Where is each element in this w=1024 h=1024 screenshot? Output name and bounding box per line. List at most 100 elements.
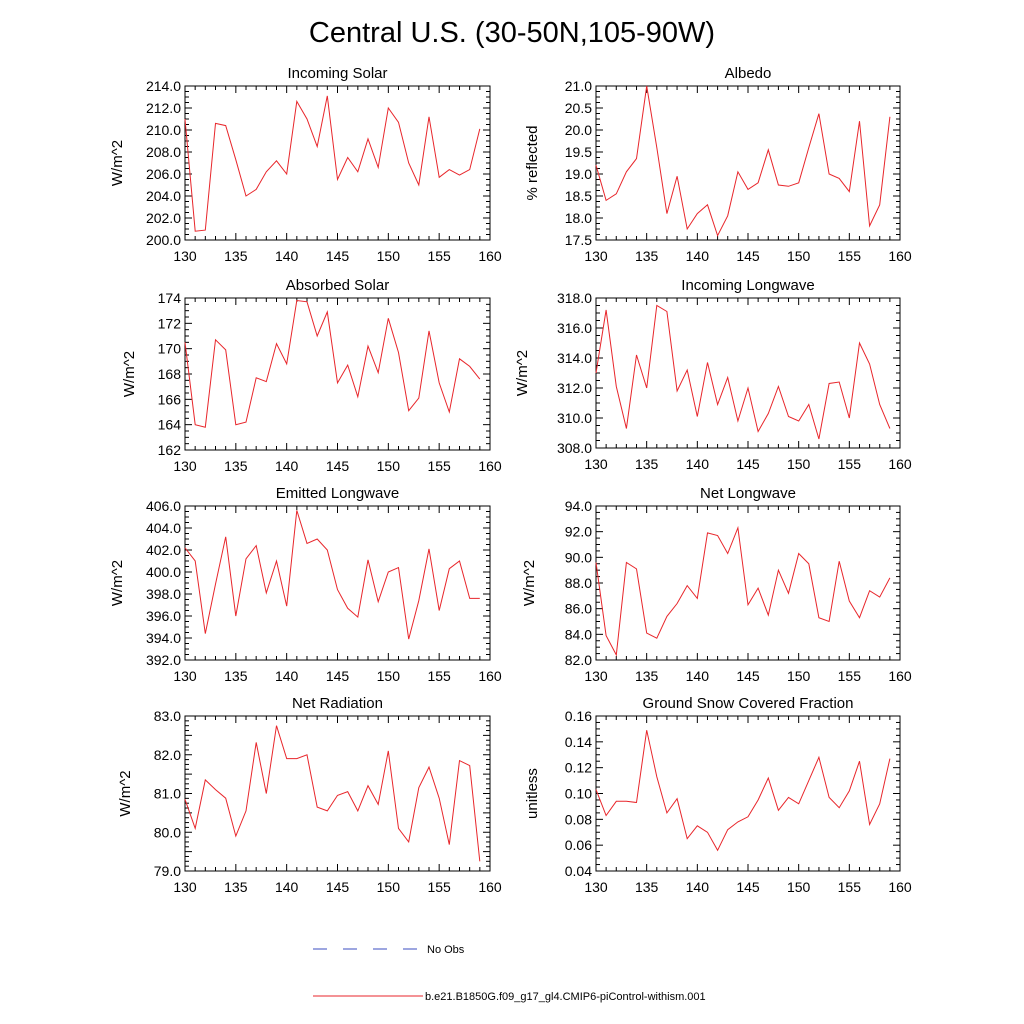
- x-tick-label: 140: [275, 879, 299, 895]
- x-tick-label: 140: [275, 458, 299, 474]
- y-tick-label: 396.0: [146, 608, 181, 624]
- panel-frame: [595, 715, 901, 872]
- y-tick-label: 90.0: [565, 549, 592, 565]
- x-tick-label: 135: [224, 879, 248, 895]
- x-tick-label: 160: [478, 668, 502, 684]
- x-tick-label: 160: [888, 456, 912, 472]
- x-tick-label: 145: [736, 879, 760, 895]
- x-tick-label: 135: [224, 248, 248, 264]
- y-tick-label: 21.0: [565, 78, 592, 94]
- y-tick-label: 92.0: [565, 524, 592, 540]
- y-tick-label: 204.0: [146, 188, 181, 204]
- legend-obs-label: No Obs: [427, 944, 465, 956]
- y-tick-label: 17.5: [565, 232, 592, 248]
- x-tick-label: 155: [838, 456, 862, 472]
- y-axis-label: W/m^2: [521, 560, 538, 606]
- x-tick-label: 150: [377, 668, 401, 684]
- figure-title: Central U.S. (30-50N,105-90W): [309, 17, 715, 49]
- y-tick-label: 19.5: [565, 144, 592, 160]
- y-tick-label: 82.0: [565, 652, 592, 668]
- panel-title: Incoming Longwave: [681, 277, 814, 294]
- x-tick-label: 145: [326, 458, 350, 474]
- x-tick-label: 130: [584, 668, 608, 684]
- x-tick-label: 150: [377, 879, 401, 895]
- y-tick-label: 84.0: [565, 626, 592, 642]
- x-tick-label: 155: [427, 248, 451, 264]
- x-tick-label: 145: [736, 248, 760, 264]
- panel-0: Incoming Solar 130 135 140 145 150 155 160 200.0…: [109, 65, 502, 264]
- x-tick-label: 160: [888, 248, 912, 264]
- x-tick-label: 145: [326, 248, 350, 264]
- series-line-model: [595, 525, 891, 657]
- series-line-model: [184, 299, 481, 428]
- y-tick-label: 0.04: [565, 863, 592, 879]
- y-tick-label: 162: [158, 442, 182, 458]
- x-tick-label: 130: [173, 668, 197, 684]
- y-tick-label: 400.0: [146, 564, 181, 580]
- x-tick-label: 160: [478, 248, 502, 264]
- panel-title: Emitted Longwave: [276, 485, 399, 502]
- x-tick-label: 135: [635, 668, 659, 684]
- y-tick-label: 88.0: [565, 575, 592, 591]
- y-tick-label: 308.0: [557, 440, 592, 456]
- y-tick-label: 310.0: [557, 410, 592, 426]
- x-tick-label: 130: [584, 456, 608, 472]
- y-tick-label: 200.0: [146, 232, 181, 248]
- series-line-model: [595, 304, 891, 440]
- x-tick-label: 135: [635, 879, 659, 895]
- x-tick-label: 150: [787, 879, 811, 895]
- y-tick-label: 402.0: [146, 542, 181, 558]
- y-tick-label: 80.0: [154, 824, 181, 840]
- panel-frame: [184, 715, 491, 872]
- panel-frame: [184, 505, 491, 661]
- x-tick-label: 160: [888, 668, 912, 684]
- series-line-model: [184, 510, 480, 640]
- x-tick-label: 140: [275, 248, 299, 264]
- y-tick-label: 202.0: [146, 210, 181, 226]
- y-tick-label: 0.14: [565, 734, 592, 750]
- y-axis-label: % reflected: [524, 125, 541, 200]
- y-tick-label: 83.0: [154, 708, 181, 724]
- panel-frame: [184, 85, 491, 241]
- y-tick-label: 398.0: [146, 586, 181, 602]
- panel-2: Absorbed Solar 130 135 140 145 150 155 160 162 16…: [121, 277, 502, 474]
- y-axis-label: unitless: [524, 768, 541, 819]
- y-tick-label: 406.0: [146, 498, 181, 514]
- y-tick-label: 0.10: [565, 786, 592, 802]
- x-tick-label: 135: [635, 248, 659, 264]
- panel-1: Albedo 130 135 140 145 150 155 160 17.5 18.0 18.5 1…: [524, 65, 912, 264]
- x-tick-label: 135: [635, 456, 659, 472]
- y-tick-label: 206.0: [146, 166, 181, 182]
- x-tick-label: 130: [173, 879, 197, 895]
- panel-title: Absorbed Solar: [286, 277, 389, 294]
- y-tick-label: 164: [158, 417, 182, 433]
- x-tick-label: 155: [427, 668, 451, 684]
- y-tick-label: 81.0: [154, 786, 181, 802]
- panel-7: Ground Snow Covered Fraction 130 135 140 145…: [524, 695, 912, 895]
- y-tick-label: 318.0: [557, 290, 592, 306]
- series-line-model: [595, 730, 891, 852]
- x-tick-label: 140: [686, 456, 710, 472]
- x-tick-label: 150: [787, 668, 811, 684]
- panel-title: Albedo: [725, 65, 772, 82]
- y-tick-label: 0.16: [565, 708, 592, 724]
- x-tick-label: 130: [173, 248, 197, 264]
- x-tick-label: 155: [427, 879, 451, 895]
- y-axis-label: W/m^2: [109, 140, 126, 186]
- panel-4: Emitted Longwave 130 135 140 145 150 155 160 392…: [109, 485, 502, 684]
- panels-group: Incoming Solar 130 135 140 145 150 155 160 200.0…: [109, 65, 912, 895]
- y-axis-label: W/m^2: [121, 351, 138, 397]
- y-tick-label: 94.0: [565, 498, 592, 514]
- x-tick-label: 160: [888, 879, 912, 895]
- x-tick-label: 160: [478, 458, 502, 474]
- x-tick-label: 155: [838, 668, 862, 684]
- x-tick-label: 145: [736, 668, 760, 684]
- legend-model-label: b.e21.B1850G.f09_g17_gl4.CMIP6-piControl…: [425, 991, 706, 1003]
- y-tick-label: 168: [158, 366, 182, 382]
- panel-3: Incoming Longwave 130 135 140 145 150 155 160 30…: [514, 277, 912, 472]
- x-tick-label: 155: [838, 879, 862, 895]
- y-axis-label: W/m^2: [514, 350, 531, 396]
- panel-title: Net Radiation: [292, 695, 383, 712]
- x-tick-label: 150: [377, 458, 401, 474]
